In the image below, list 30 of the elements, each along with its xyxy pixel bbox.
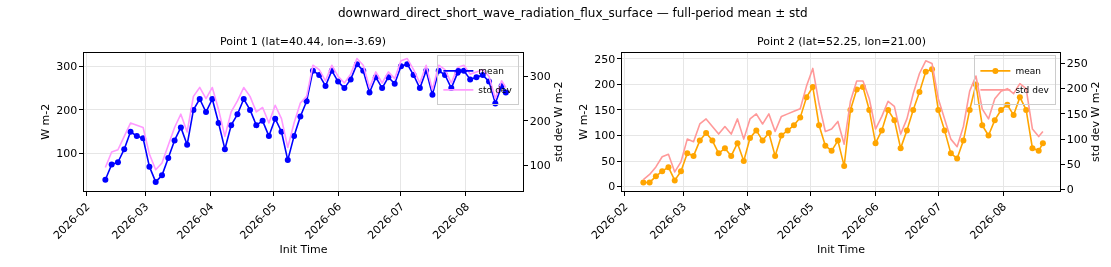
y-tick-label: 150 bbox=[594, 103, 616, 117]
y-tick-label: 100 bbox=[594, 129, 616, 143]
text: downward_direct_short_wave_radiation_flux_surface — full-period mean ± std bbox=[338, 6, 808, 20]
y-axis-title: W m-2 bbox=[38, 103, 52, 140]
y-tick-label: 0 bbox=[608, 180, 616, 194]
y2-tick-label: 300 bbox=[529, 70, 551, 84]
y2-tick-label: 0 bbox=[1066, 183, 1074, 197]
y2-tick-label: 200 bbox=[1066, 82, 1088, 96]
y-tick-label: 100 bbox=[56, 147, 78, 161]
y2-tick-label: 50 bbox=[1066, 158, 1081, 172]
y-tick-label: 250 bbox=[594, 52, 616, 66]
chart-title: Point 2 (lat=52.25, lon=21.00) bbox=[757, 35, 927, 48]
legend-label: std dev bbox=[1015, 85, 1050, 96]
y-axis-title: W m-2 bbox=[576, 103, 590, 140]
y-tick-label: 200 bbox=[56, 103, 78, 117]
y2-axis-title: std dev W m-2 bbox=[551, 81, 565, 162]
x-axis-title: Init Time bbox=[279, 243, 328, 257]
y2-tick-label: 100 bbox=[529, 159, 551, 173]
y-tick-label: 50 bbox=[601, 154, 616, 168]
y-tick-label: 200 bbox=[594, 78, 616, 92]
y2-tick-label: 200 bbox=[529, 114, 551, 128]
chart-title: Point 1 (lat=40.44, lon=-3.69) bbox=[220, 35, 387, 48]
x-axis-title: Init Time bbox=[817, 243, 866, 257]
legend-label: mean bbox=[1015, 66, 1041, 77]
y-tick-label: 300 bbox=[56, 60, 78, 74]
y2-axis-title: std dev W m-2 bbox=[1089, 81, 1103, 162]
y2-tick-label: 100 bbox=[1066, 132, 1088, 146]
y2-tick-label: 150 bbox=[1066, 107, 1088, 121]
legend-label: mean bbox=[478, 66, 504, 77]
y2-tick-label: 250 bbox=[1066, 57, 1088, 71]
